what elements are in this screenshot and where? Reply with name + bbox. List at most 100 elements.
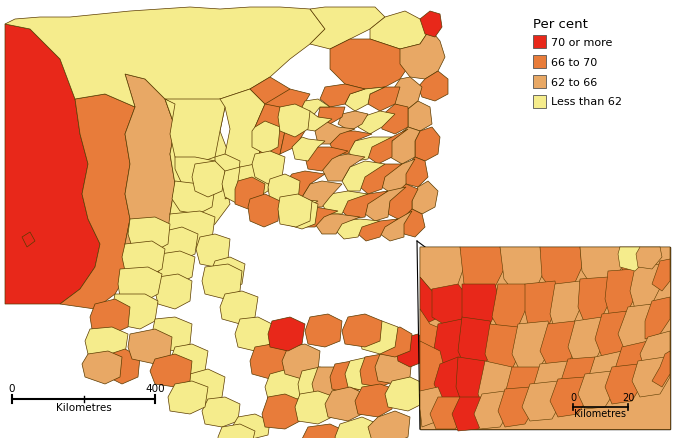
Polygon shape (620, 247, 665, 287)
Polygon shape (578, 277, 612, 324)
Polygon shape (318, 108, 345, 125)
Polygon shape (252, 122, 280, 155)
Polygon shape (568, 317, 605, 364)
Polygon shape (360, 354, 398, 387)
Polygon shape (460, 247, 505, 294)
Polygon shape (335, 417, 378, 438)
Polygon shape (128, 218, 170, 251)
Polygon shape (196, 234, 230, 267)
Polygon shape (192, 162, 225, 198)
Polygon shape (632, 357, 670, 397)
Bar (533, 76, 546, 89)
Polygon shape (560, 357, 598, 401)
Polygon shape (400, 209, 425, 237)
Polygon shape (408, 102, 432, 132)
Polygon shape (375, 351, 412, 384)
Polygon shape (550, 377, 588, 417)
Polygon shape (615, 341, 652, 387)
Polygon shape (278, 105, 310, 138)
Text: 20: 20 (622, 392, 635, 402)
Text: Kilometres: Kilometres (55, 402, 111, 412)
Polygon shape (302, 182, 342, 208)
Polygon shape (128, 329, 172, 364)
Text: 0: 0 (9, 383, 15, 393)
Polygon shape (268, 175, 300, 208)
Polygon shape (580, 247, 622, 291)
Polygon shape (415, 128, 440, 162)
Polygon shape (540, 247, 582, 294)
Polygon shape (282, 198, 318, 230)
Polygon shape (300, 112, 332, 132)
Polygon shape (420, 277, 445, 324)
Polygon shape (388, 184, 418, 219)
Polygon shape (5, 8, 325, 128)
Polygon shape (220, 291, 258, 324)
Polygon shape (432, 284, 468, 327)
Polygon shape (170, 344, 208, 379)
Polygon shape (348, 138, 392, 162)
Polygon shape (295, 391, 335, 424)
Polygon shape (302, 424, 345, 438)
Polygon shape (172, 182, 215, 215)
Polygon shape (485, 324, 522, 371)
Polygon shape (185, 369, 225, 404)
Polygon shape (90, 299, 130, 334)
Polygon shape (434, 357, 468, 401)
Polygon shape (248, 194, 280, 227)
Polygon shape (5, 25, 100, 304)
Text: 400: 400 (145, 383, 165, 393)
Polygon shape (330, 361, 368, 394)
Polygon shape (85, 327, 128, 361)
Text: 0: 0 (570, 392, 576, 402)
Polygon shape (305, 148, 348, 172)
Polygon shape (342, 314, 382, 347)
Polygon shape (252, 152, 285, 184)
Polygon shape (210, 258, 245, 291)
Polygon shape (605, 269, 638, 317)
Polygon shape (250, 344, 288, 379)
Polygon shape (168, 212, 215, 247)
Polygon shape (420, 247, 670, 429)
Polygon shape (420, 387, 445, 427)
Polygon shape (412, 182, 438, 215)
Polygon shape (458, 317, 495, 367)
Polygon shape (150, 354, 192, 387)
Polygon shape (315, 215, 360, 234)
Polygon shape (250, 78, 290, 177)
Polygon shape (82, 351, 122, 384)
Polygon shape (588, 351, 625, 397)
Text: 70 or more: 70 or more (551, 37, 613, 47)
Text: Kilometres: Kilometres (574, 408, 626, 418)
Polygon shape (268, 317, 305, 351)
Polygon shape (298, 367, 335, 401)
Polygon shape (118, 267, 162, 301)
Polygon shape (322, 155, 365, 182)
Polygon shape (618, 247, 645, 272)
Polygon shape (112, 294, 158, 329)
Polygon shape (282, 344, 320, 379)
Polygon shape (345, 88, 385, 112)
Polygon shape (325, 387, 365, 421)
Polygon shape (238, 165, 270, 200)
Polygon shape (636, 247, 662, 269)
Polygon shape (630, 265, 662, 309)
Polygon shape (652, 247, 670, 277)
Bar (533, 96, 546, 109)
Polygon shape (402, 158, 428, 187)
Polygon shape (368, 411, 410, 438)
Polygon shape (122, 241, 165, 277)
Polygon shape (512, 321, 552, 371)
Polygon shape (330, 132, 372, 155)
Text: Less than 62: Less than 62 (551, 97, 622, 107)
Polygon shape (265, 369, 305, 404)
Polygon shape (618, 304, 655, 351)
Polygon shape (418, 72, 448, 102)
Polygon shape (578, 371, 615, 409)
Text: 66 to 70: 66 to 70 (551, 57, 597, 67)
Polygon shape (640, 331, 670, 371)
Polygon shape (202, 265, 242, 299)
Polygon shape (165, 100, 225, 165)
Polygon shape (420, 247, 465, 294)
Polygon shape (300, 100, 330, 118)
Polygon shape (278, 194, 312, 227)
